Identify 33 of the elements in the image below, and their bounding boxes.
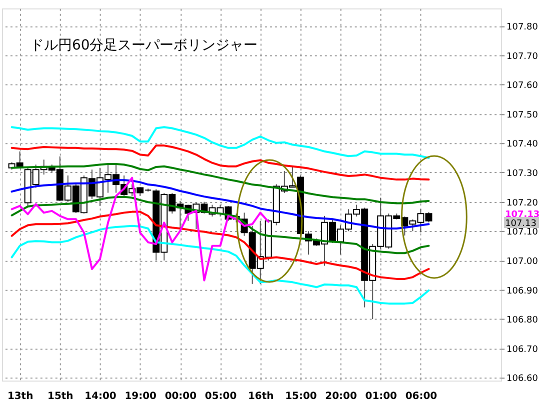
- x-tick-label: 01:00: [365, 391, 398, 402]
- text: 107.13: [505, 210, 540, 220]
- line-series: [10, 224, 430, 305]
- y-tick-label: 107.70: [506, 52, 538, 62]
- y-tick-label: 107.30: [506, 169, 538, 180]
- x-tick-label: 15th: [48, 391, 74, 402]
- text: 107.13: [505, 218, 536, 229]
- x-tick-label: 00:00: [164, 391, 197, 402]
- line-series: [10, 126, 430, 159]
- x-tick-label: 19:00: [124, 391, 157, 402]
- y-tick-label: 107.10: [506, 228, 538, 238]
- y-tick-label: 107.00: [506, 256, 538, 267]
- line-series: [10, 163, 430, 204]
- y-tick-label: 106.80: [506, 316, 538, 326]
- y-tick-label: 106.90: [506, 286, 538, 296]
- y-tick-label: 107.80: [506, 22, 538, 32]
- x-tick-label: 13th: [7, 391, 34, 402]
- x-tick-label: 20:00: [325, 391, 357, 402]
- line-series: [10, 196, 430, 254]
- x-tick-label: 15:00: [285, 391, 317, 402]
- x-tick-label: 06:00: [405, 391, 438, 402]
- y-tick-label: 107.50: [506, 110, 538, 120]
- x-tick-label: 05:00: [204, 391, 237, 402]
- y-tick-label: 107.40: [506, 140, 538, 150]
- y-tick-label: 107.20: [506, 198, 538, 208]
- line-series: [10, 144, 430, 181]
- y-tick-label: 106.70: [506, 344, 538, 355]
- y-tick-label: 107.60: [506, 81, 538, 92]
- line-series: [10, 210, 430, 280]
- text: ドル円60分足スーパーボリンジャー: [30, 37, 258, 54]
- x-tick-label: 14:00: [84, 391, 116, 402]
- y-tick-label: 106.60: [506, 374, 538, 384]
- x-tick-label: 16th: [248, 391, 274, 402]
